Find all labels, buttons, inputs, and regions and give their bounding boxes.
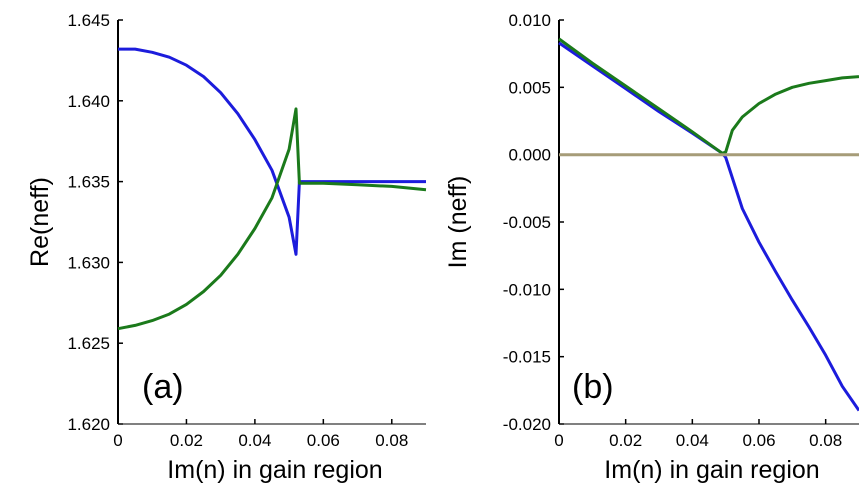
x-tick-label: 0.08 xyxy=(809,431,842,450)
x-axis-label: Im(n) in gain region xyxy=(167,456,382,484)
panel-label: (a) xyxy=(142,368,184,406)
y-tick-label: 1.640 xyxy=(67,92,110,111)
x-axis-label: Im(n) in gain region xyxy=(604,456,819,484)
panel-b-series xyxy=(558,37,859,412)
series-line-series-blue xyxy=(118,47,426,256)
y-tick-label: 1.630 xyxy=(67,253,110,272)
x-tick-label: 0.06 xyxy=(307,431,340,450)
panel-a-series xyxy=(117,47,427,331)
panel-b-ticks: -0.020 -0.015 -0.010 -0.005 0.000 0.005 0.010 0… xyxy=(503,11,842,450)
panel-label: (b) xyxy=(572,368,614,406)
series-line-series-blue xyxy=(558,41,859,412)
y-tick-label: -0.010 xyxy=(503,280,551,299)
x-tick-label: 0 xyxy=(113,431,122,450)
y-tick-label: 0.005 xyxy=(508,78,551,97)
y-tick-label: -0.015 xyxy=(503,348,551,367)
x-tick-label: 0.02 xyxy=(170,431,203,450)
y-axis-label: Im (neff) xyxy=(444,176,472,269)
y-tick-label: 1.620 xyxy=(67,415,110,434)
series-line-series-green xyxy=(117,107,427,331)
x-tick-label: 0.02 xyxy=(609,431,642,450)
x-tick-label: 0.04 xyxy=(676,431,709,450)
x-tick-label: 0.04 xyxy=(238,431,271,450)
y-tick-label: 0.000 xyxy=(508,146,551,165)
panel-a-ticks: 1.620 1.625 1.630 1.635 1.640 1.645 0 0.02 0.04 0… xyxy=(67,11,408,450)
y-tick-label: 0.010 xyxy=(508,11,551,30)
y-axis-label: Re(neff) xyxy=(26,177,54,267)
x-tick-label: 0 xyxy=(554,431,563,450)
y-tick-label: -0.020 xyxy=(503,415,551,434)
x-tick-label: 0.06 xyxy=(742,431,775,450)
y-tick-label: -0.005 xyxy=(503,213,551,232)
y-tick-label: 1.625 xyxy=(67,334,110,353)
chart-panel-b: -0.020 -0.015 -0.010 -0.005 0.000 0.005 0.010 0… xyxy=(444,11,859,484)
x-tick-label: 0.08 xyxy=(375,431,408,450)
series-line-series-green xyxy=(558,37,859,155)
y-tick-label: 1.635 xyxy=(67,173,110,192)
y-tick-label: 1.645 xyxy=(67,11,110,30)
chart-panel-a: 1.620 1.625 1.630 1.635 1.640 1.645 0 0.02 0.04 0… xyxy=(26,11,427,484)
